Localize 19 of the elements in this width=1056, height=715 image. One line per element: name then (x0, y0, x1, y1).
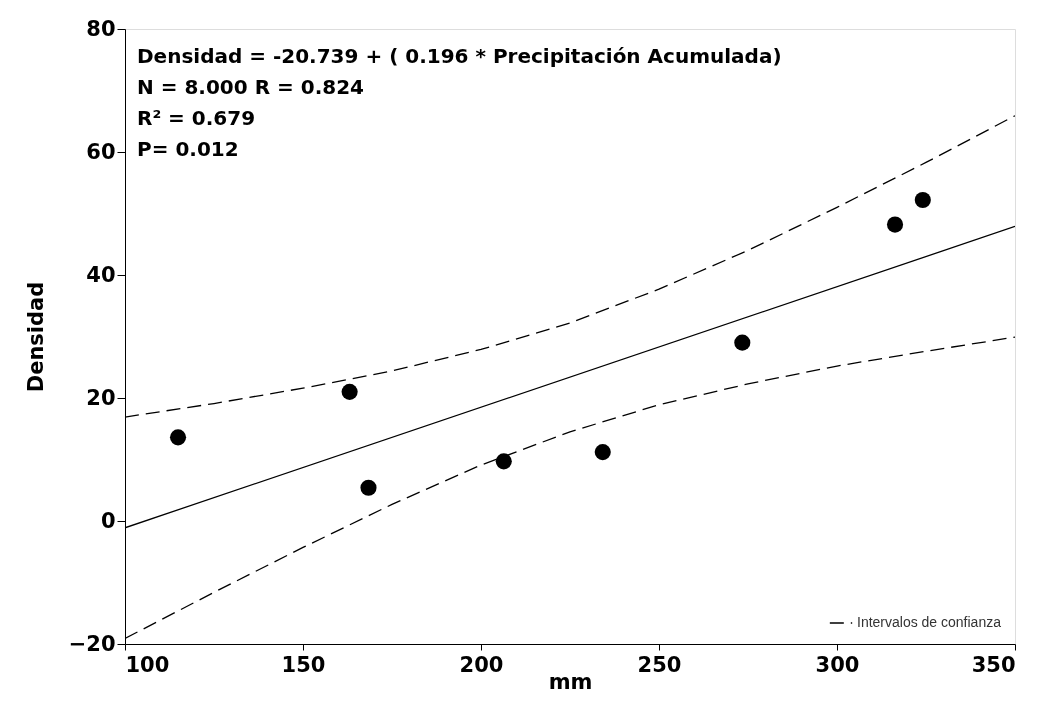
x-tick-label: 100 (125, 652, 170, 677)
y-tick-label: 0 (100, 508, 116, 533)
y-tick-label: −20 (68, 631, 116, 656)
legend-label: Intervalos de confianza (857, 614, 1002, 630)
annotation: P= 0.012 (137, 137, 239, 161)
annotation: Densidad = -20.739 + ( 0.196 * Precipitación Acumulada) (137, 44, 782, 68)
annotation: N = 8.000 R = 0.824 (137, 75, 364, 99)
y-tick-label: 60 (86, 139, 116, 164)
y-axis-title: Densidad (23, 281, 48, 393)
y-tick-label: 40 (86, 262, 116, 287)
y-tick-label: 80 (86, 16, 116, 41)
y-tick-label: 20 (86, 385, 116, 410)
annotation: R² = 0.679 (137, 106, 256, 130)
x-tick-label: 300 (815, 652, 860, 677)
x-axis-title: mm (548, 669, 593, 694)
x-tick-label: 200 (459, 652, 504, 677)
x-tick-label: 150 (281, 652, 326, 677)
x-tick-label: 350 (971, 652, 1016, 677)
x-tick-label: 250 (637, 652, 682, 677)
